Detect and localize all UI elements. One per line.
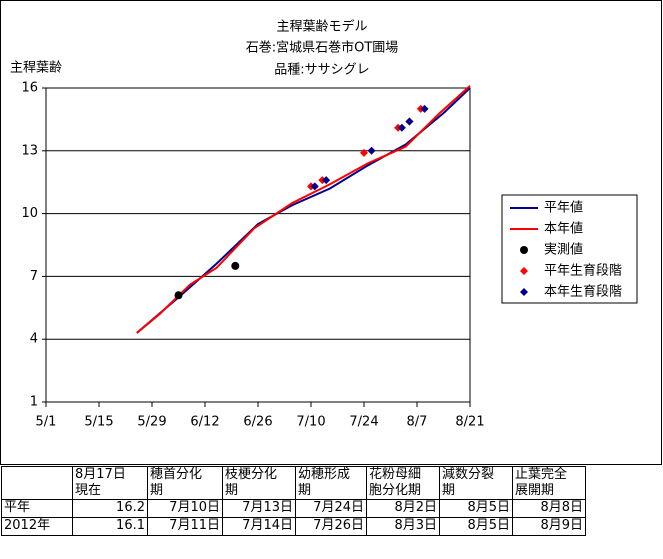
y-axis-title: 主稈葉齢	[10, 61, 62, 76]
y-tick-label: 1	[30, 395, 38, 410]
table-cell: 8月9日	[512, 517, 586, 536]
table-cell: 7月10日	[147, 499, 223, 518]
data-point	[360, 148, 368, 157]
table-cell: 16.2	[72, 499, 148, 518]
chart-subtitle: 石巻:宮城県石巻市OT圃場	[246, 40, 399, 56]
x-tick-label: 8/21	[455, 415, 484, 430]
legend-swatch	[520, 288, 528, 296]
table-cell: 8月2日	[366, 499, 440, 518]
legend-label: 本年値	[544, 221, 583, 237]
table-cell: 穂首分化 期	[147, 466, 223, 500]
table-cell: 7月14日	[222, 517, 296, 536]
x-tick-label: 7/10	[296, 415, 325, 430]
table-cell	[1, 466, 73, 500]
y-tick-label: 13	[21, 143, 38, 158]
table-cell: 2012年	[1, 517, 73, 536]
x-tick-label: 8/7	[407, 415, 428, 430]
data-point	[231, 261, 240, 270]
y-tick-label: 16	[21, 81, 38, 96]
data-point	[174, 291, 183, 300]
y-tick-label: 7	[30, 269, 38, 284]
data-point	[367, 146, 376, 155]
table-cell: 7月26日	[295, 517, 367, 536]
table-cell: 花粉母細 胞分化期	[366, 466, 440, 500]
chart-title: 主稈葉齢モデル	[276, 19, 367, 35]
legend-label: 実測値	[544, 242, 583, 258]
legend-label: 平年生育段階	[544, 263, 622, 279]
table-cell: 7月13日	[222, 499, 296, 518]
legend-label: 本年生育段階	[544, 284, 622, 300]
data-point	[322, 176, 331, 185]
table-row: 2012年 16.1 7月11日 7月14日 7月26日 8月3日 8月5日 8月9日	[1, 517, 586, 536]
x-tick-label: 7/24	[349, 415, 378, 430]
table-cell: 平年	[1, 499, 73, 518]
table-cell: 7月24日	[295, 499, 367, 518]
legend-swatch	[520, 246, 528, 254]
y-tick-label: 10	[21, 206, 38, 221]
data-point	[397, 123, 406, 132]
table-cell: 幼穂形成 期	[295, 466, 367, 500]
table-cell: 止葉完全 展開期	[512, 466, 586, 500]
legend-label: 平年値	[544, 200, 583, 216]
data-point	[310, 182, 319, 191]
chart: 主稈葉齢モデル 石巻:宮城県石巻市OT圃場 品種:ササシグレ 主稈葉齢 1 4 7 1…	[0, 0, 662, 465]
x-tick-label: 5/15	[84, 415, 113, 430]
x-tick-label: 5/29	[137, 415, 166, 430]
plot-area	[45, 87, 471, 403]
table-cell: 7月11日	[147, 517, 223, 536]
data-table: 8月17日 現在 穂首分化 期枝梗分化 期幼穂形成 期花粉母細 胞分化期 減数分裂 …	[1, 466, 586, 536]
x-tick-label: 5/1	[36, 415, 57, 430]
table-cell: 8月3日	[366, 517, 440, 536]
legend-swatch	[520, 267, 528, 275]
table-cell: 16.1	[72, 517, 148, 536]
table-cell: 8月5日	[439, 517, 513, 536]
x-tick-label: 6/12	[190, 415, 219, 430]
table-cell: 8月17日 現在	[72, 466, 148, 500]
data-point	[420, 104, 429, 113]
table-row: 平年 16.2 7月10日 7月13日 7月24日 8月2日 8月5日 8月8日	[1, 499, 586, 518]
y-tick-label: 4	[30, 332, 38, 347]
table-cell: 減数分裂 期	[439, 466, 513, 500]
table-header: 8月17日 現在 穂首分化 期枝梗分化 期幼穂形成 期花粉母細 胞分化期 減数分裂 …	[1, 466, 586, 500]
table-cell: 8月8日	[512, 499, 586, 518]
table-cell: 8月5日	[439, 499, 513, 518]
x-tick-label: 6/26	[243, 415, 272, 430]
chart-subtitle: 品種:ササシグレ	[274, 62, 369, 78]
data-point	[405, 117, 414, 126]
table-cell: 枝梗分化 期	[222, 466, 296, 500]
